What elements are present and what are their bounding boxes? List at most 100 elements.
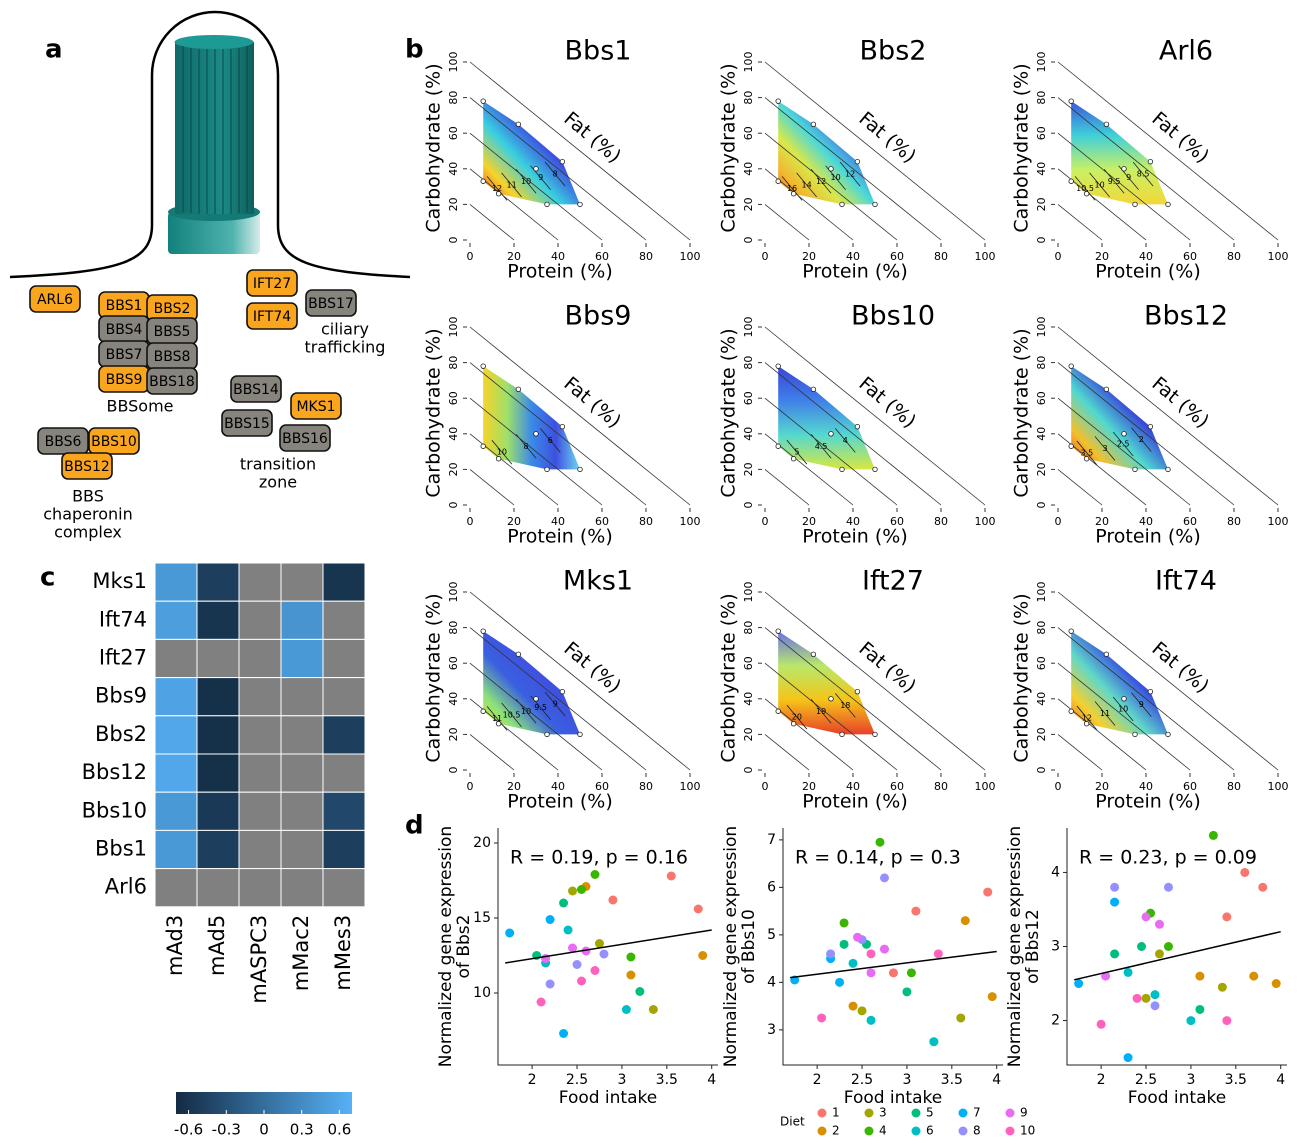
colorbar-tick-label: 0.3 <box>290 1121 314 1139</box>
x-axis-label: Protein (%) <box>507 261 613 283</box>
group-label: trafficking <box>305 338 386 357</box>
legend-swatch <box>817 1126 827 1136</box>
data-point <box>1110 882 1120 892</box>
y-axis-label: Normalized gene expression <box>1005 826 1025 1067</box>
y-tick-label: 0 <box>1035 237 1048 244</box>
y-tick-label: 10 <box>473 985 491 1001</box>
y-tick-label: 20 <box>742 462 755 476</box>
y-tick-label: 40 <box>1035 692 1048 706</box>
legend-label: 6 <box>926 1124 934 1138</box>
x-tick-label: 20 <box>802 780 816 793</box>
legend-swatch <box>817 1108 827 1118</box>
data-point <box>1249 971 1259 981</box>
heat-tile <box>280 829 324 870</box>
fat-gridline <box>1057 97 1235 241</box>
x-tick-label: 20 <box>802 250 816 263</box>
fat-gridline <box>764 662 898 771</box>
data-point <box>866 1015 876 1025</box>
protein-label: ARL6 <box>37 292 73 308</box>
x-tick-label: 20 <box>1095 780 1109 793</box>
z-axis-label: Fat (%) <box>855 638 921 698</box>
heat-tile <box>196 638 240 679</box>
data-point <box>577 976 587 986</box>
heat-tile <box>238 600 282 640</box>
heat-tile <box>196 715 240 755</box>
contour-line <box>1112 431 1134 457</box>
design-point <box>775 443 781 449</box>
data-point <box>879 944 889 954</box>
fat-gridline <box>469 397 603 506</box>
contour-line <box>1094 701 1116 726</box>
fat-gridline <box>469 204 515 241</box>
data-point <box>960 916 970 926</box>
data-point <box>911 906 921 916</box>
protein-label: BBS16 <box>282 431 328 447</box>
heat-tile <box>154 791 198 831</box>
contour-line <box>544 161 566 187</box>
contour-label: 4.5 <box>815 442 828 451</box>
data-point <box>933 949 943 959</box>
design-point <box>872 731 878 738</box>
y-tick-label: 100 <box>1035 52 1048 73</box>
design-point <box>1147 158 1154 165</box>
y-tick-label: 60 <box>742 656 755 670</box>
data-point <box>1123 1053 1133 1063</box>
y-tick-label: 0 <box>447 767 460 774</box>
x-tick-label: 2.5 <box>851 1072 873 1088</box>
y-tick-label: 80 <box>1035 621 1048 635</box>
z-axis-label: Fat (%) <box>1148 373 1214 433</box>
plot-title: Ift27 <box>862 566 924 597</box>
design-point <box>533 431 539 437</box>
y-tick-label: 0 <box>742 237 755 244</box>
colorbar-tick-label: -0.6 <box>174 1121 203 1139</box>
data-point <box>581 946 591 956</box>
response-surface <box>1071 366 1168 470</box>
data-point <box>817 1013 827 1023</box>
response-surface <box>1071 631 1168 735</box>
design-point <box>1165 466 1171 473</box>
response-surface <box>1071 101 1168 205</box>
design-point <box>790 191 797 197</box>
y-tick-label: 0 <box>742 502 755 509</box>
plot-title: Bbs12 <box>1144 301 1228 332</box>
x-axis-label: Food intake <box>559 1088 657 1108</box>
data-point <box>1141 912 1151 922</box>
design-point <box>577 731 583 738</box>
y-tick-label: 100 <box>447 582 460 603</box>
heat-tile <box>154 600 198 640</box>
y-tick-label: 0 <box>447 502 460 509</box>
y-tick-label: 0 <box>447 237 460 244</box>
design-point <box>1132 731 1138 738</box>
design-point <box>533 696 539 702</box>
design-point <box>1068 178 1074 184</box>
x-tick-label: 4 <box>707 1072 716 1088</box>
fat-gridline <box>1057 132 1191 241</box>
data-point <box>590 870 600 879</box>
data-point <box>608 895 618 905</box>
data-point <box>853 932 863 942</box>
legend-swatch <box>1005 1108 1015 1118</box>
y-tick-label: 60 <box>1035 656 1048 670</box>
contour-label: 8 <box>524 442 529 451</box>
heat-tile <box>196 791 240 831</box>
design-point <box>775 708 781 714</box>
protein-label: BBS1 <box>106 298 143 314</box>
fat-gridline <box>764 326 986 506</box>
protein-label: BBS5 <box>154 324 191 340</box>
contour-label: 6 <box>548 436 553 445</box>
data-point <box>826 949 836 959</box>
design-point <box>775 363 781 369</box>
contour-line <box>1112 696 1134 722</box>
design-point <box>1165 201 1171 208</box>
x-tick-label: 40 <box>551 515 565 528</box>
contour-line <box>786 704 808 730</box>
fat-gridline <box>1057 591 1279 771</box>
y-tick-label: 80 <box>1035 356 1048 370</box>
data-point <box>848 958 858 968</box>
plot-title: Arl6 <box>1159 36 1213 67</box>
protein-label: BBS4 <box>106 322 143 338</box>
design-point <box>559 688 566 695</box>
fat-gridline <box>764 61 986 241</box>
x-axis-label: Protein (%) <box>507 526 613 548</box>
protein-label: MKS1 <box>296 399 335 415</box>
